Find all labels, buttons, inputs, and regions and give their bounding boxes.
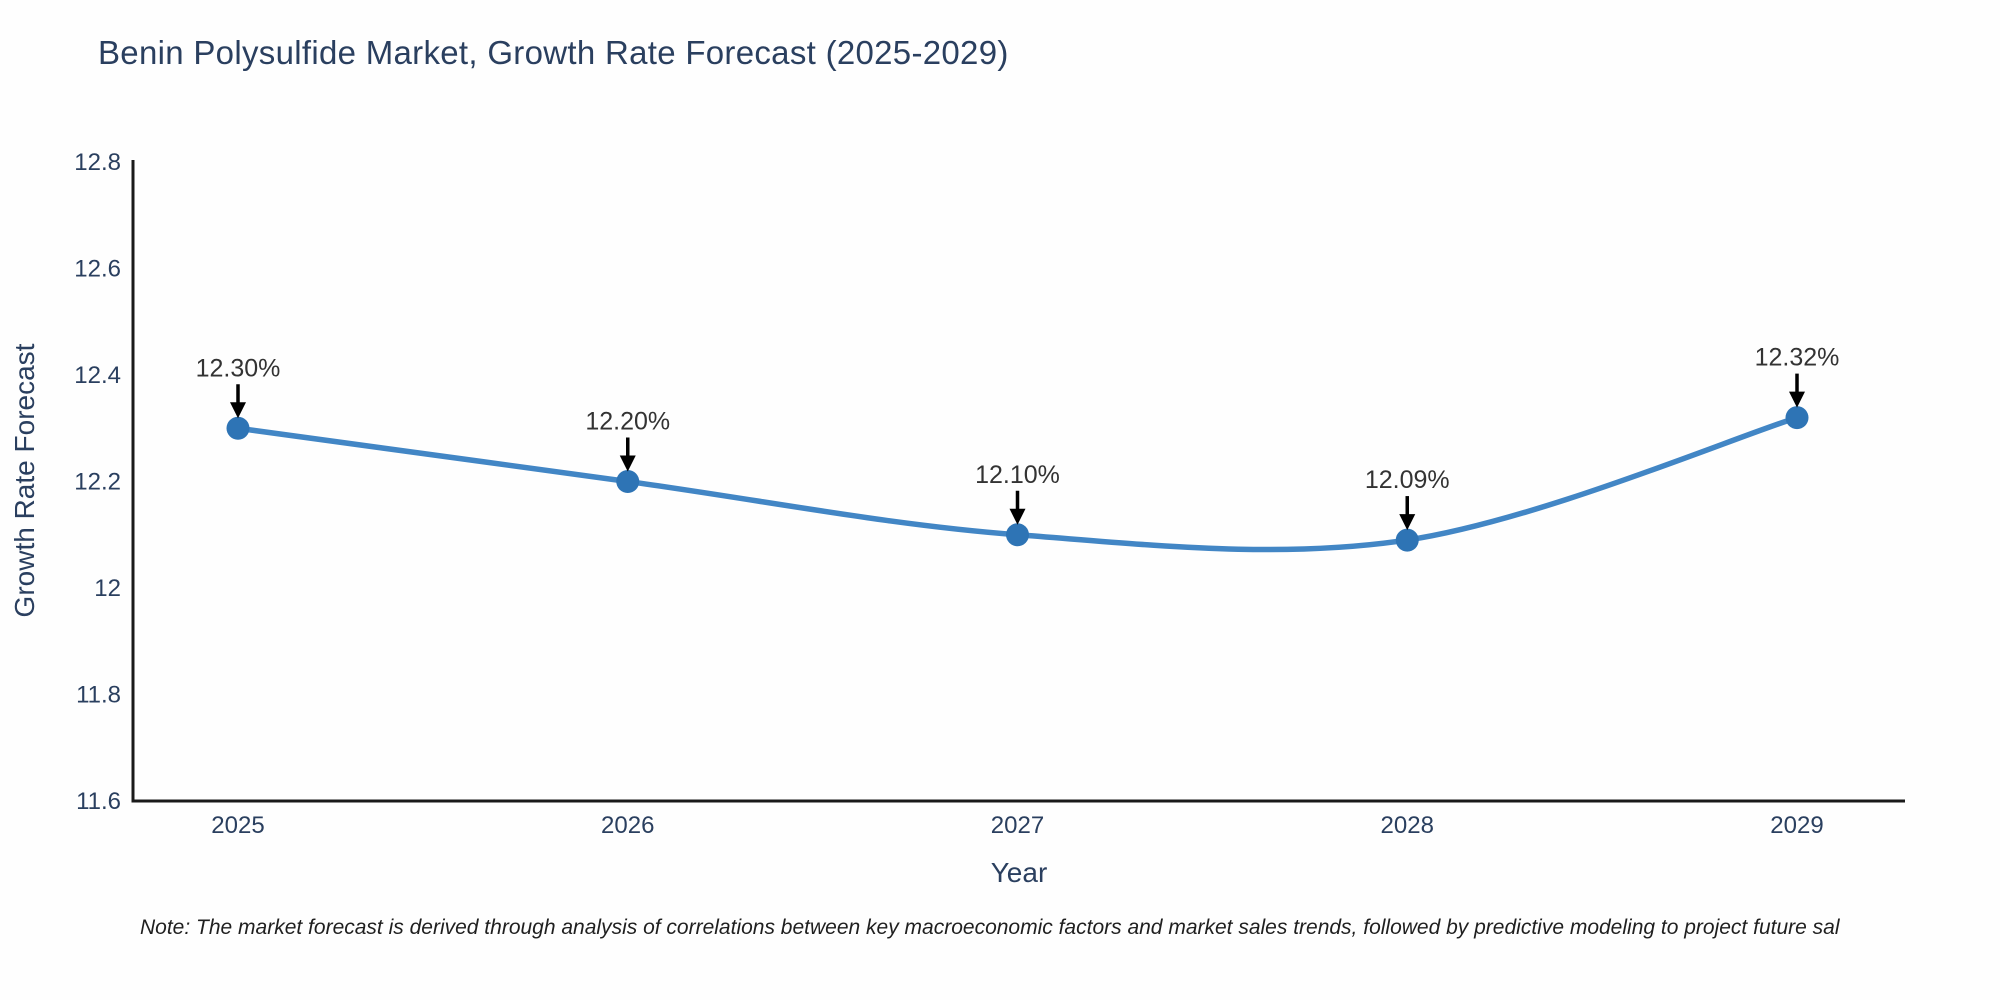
data-point-label: 12.09% xyxy=(1365,466,1450,494)
data-point[interactable] xyxy=(1785,406,1809,430)
data-point[interactable] xyxy=(616,470,640,493)
x-tick-label: 2025 xyxy=(211,812,264,839)
y-tick-label: 11.6 xyxy=(76,788,121,815)
data-point-label: 12.20% xyxy=(585,408,670,436)
axis-lines xyxy=(131,160,1905,803)
x-tick-label: 2027 xyxy=(991,812,1044,839)
data-point-label: 12.10% xyxy=(975,461,1060,489)
data-point[interactable] xyxy=(1395,528,1419,552)
chart-title: Benin Polysulfide Market, Growth Rate Fo… xyxy=(98,34,1009,71)
x-tick-label: 2026 xyxy=(601,812,654,839)
annotation-arrowhead-icon xyxy=(1009,508,1026,525)
y-tick-label: 12 xyxy=(94,575,121,602)
y-tick-label: 12.2 xyxy=(74,469,121,496)
y-tick-label: 12.6 xyxy=(74,256,121,283)
data-point-label: 12.32% xyxy=(1755,344,1840,372)
line-chart-canvas: 11.6 11.8 12 12.2 12.4 12.6 12.8 2025 2026 2027 20… xyxy=(9,149,1905,888)
x-tick-label: 2028 xyxy=(1381,812,1434,839)
y-tick-label: 12.4 xyxy=(74,362,121,389)
data-point[interactable] xyxy=(226,416,250,440)
y-tick-label: 12.8 xyxy=(74,149,121,176)
annotation-arrowhead-icon xyxy=(1789,391,1805,408)
y-tick-label: 11.8 xyxy=(76,682,121,709)
annotation-arrowhead-icon xyxy=(1399,514,1416,531)
annotation-arrowhead-icon xyxy=(619,455,636,472)
data-point[interactable] xyxy=(1006,523,1029,547)
data-point-label: 12.30% xyxy=(196,354,281,382)
annotation-arrowhead-icon xyxy=(230,402,246,419)
footnote: Note: The market forecast is derived thr… xyxy=(140,916,1840,939)
x-tick-label: 2029 xyxy=(1770,812,1823,839)
y-axis-title: Growth Rate Forecast xyxy=(9,343,40,617)
x-axis-title: Year xyxy=(991,857,1048,888)
